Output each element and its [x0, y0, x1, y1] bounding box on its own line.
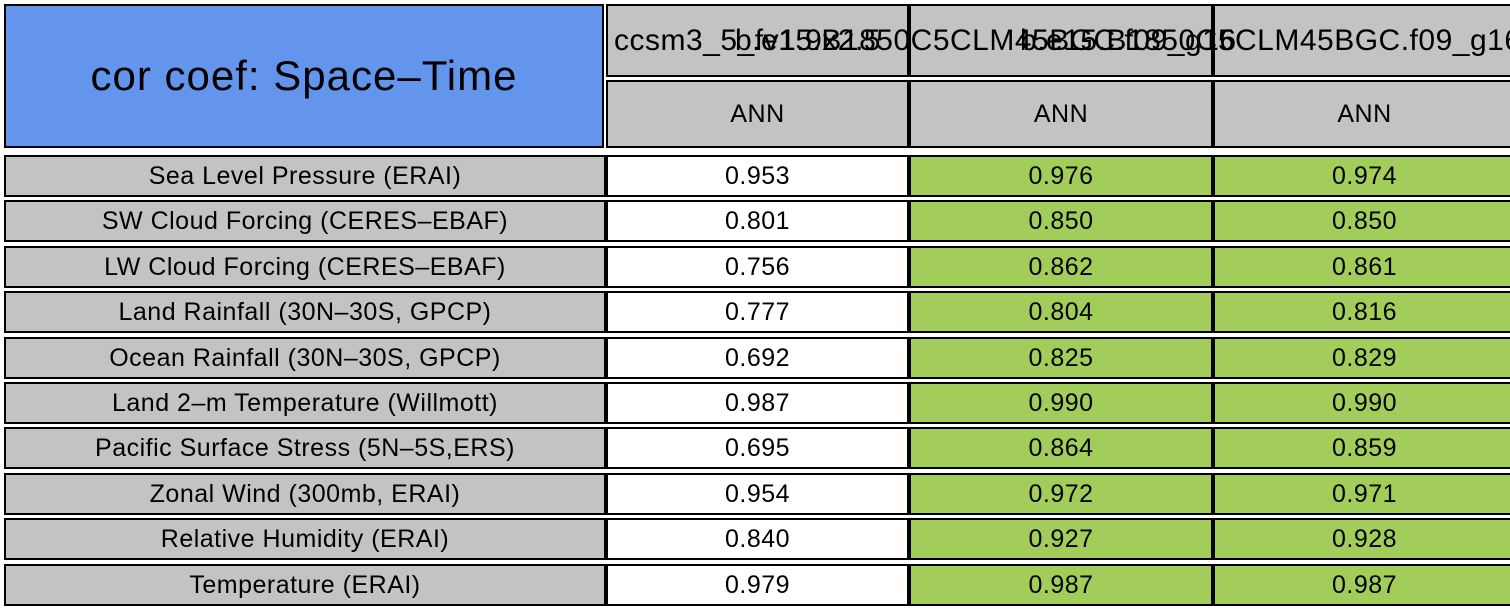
- table-row: Zonal Wind (300mb, ERAI) 0.954 0.972 0.9…: [0, 473, 1510, 515]
- value-cell: 0.979: [606, 564, 909, 606]
- header-cell-season-3: ANN: [1213, 80, 1510, 148]
- value-cell: 0.816: [1213, 291, 1510, 333]
- value-cell: 0.859: [1213, 427, 1510, 469]
- value-cell: 0.987: [1213, 564, 1510, 606]
- value-cell: 0.801: [606, 200, 909, 242]
- value-cell: 0.850: [1213, 200, 1510, 242]
- row-label: Ocean Rainfall (30N–30S, GPCP): [4, 337, 606, 379]
- table-title: cor coef: Space–Time: [90, 52, 518, 99]
- value-cell: 0.971: [1213, 473, 1510, 515]
- table-row: Ocean Rainfall (30N–30S, GPCP) 0.692 0.8…: [0, 337, 1510, 379]
- table-row: SW Cloud Forcing (CERES–EBAF) 0.801 0.85…: [0, 200, 1510, 242]
- value-cell: 0.840: [606, 518, 909, 560]
- header-cell-model-2: [909, 4, 1213, 77]
- row-label: Zonal Wind (300mb, ERAI): [4, 473, 606, 515]
- value-cell: 0.756: [606, 246, 909, 288]
- row-label: Pacific Surface Stress (5N–5S,ERS): [4, 427, 606, 469]
- table-row: Temperature (ERAI) 0.979 0.987 0.987: [0, 564, 1510, 606]
- row-label: Relative Humidity (ERAI): [4, 518, 606, 560]
- value-cell: 0.972: [909, 473, 1213, 515]
- row-label: SW Cloud Forcing (CERES–EBAF): [4, 200, 606, 242]
- value-cell: 0.829: [1213, 337, 1510, 379]
- table-row: Land 2–m Temperature (Willmott) 0.987 0.…: [0, 382, 1510, 424]
- value-cell: 0.976: [909, 155, 1213, 197]
- value-cell: 0.850: [909, 200, 1213, 242]
- table-row: Land Rainfall (30N–30S, GPCP) 0.777 0.80…: [0, 291, 1510, 333]
- row-label: Sea Level Pressure (ERAI): [4, 155, 606, 197]
- header-cell-model-1: [606, 4, 909, 77]
- row-label: Temperature (ERAI): [4, 564, 606, 606]
- value-cell: 0.864: [909, 427, 1213, 469]
- value-cell: 0.862: [909, 246, 1213, 288]
- table-row: Pacific Surface Stress (5N–5S,ERS) 0.695…: [0, 427, 1510, 469]
- table-row: LW Cloud Forcing (CERES–EBAF) 0.756 0.86…: [0, 246, 1510, 288]
- header-cell-model-3: [1213, 4, 1510, 77]
- value-cell: 0.987: [909, 564, 1213, 606]
- value-cell: 0.861: [1213, 246, 1510, 288]
- row-label: LW Cloud Forcing (CERES–EBAF): [4, 246, 606, 288]
- value-cell: 0.804: [909, 291, 1213, 333]
- header-cell-season-2: ANN: [909, 80, 1213, 148]
- value-cell: 0.927: [909, 518, 1213, 560]
- value-cell: 0.990: [1213, 382, 1510, 424]
- value-cell: 0.953: [606, 155, 909, 197]
- table-row: Relative Humidity (ERAI) 0.840 0.927 0.9…: [0, 518, 1510, 560]
- value-cell: 0.987: [606, 382, 909, 424]
- table-title-cell: cor coef: Space–Time: [4, 4, 604, 148]
- value-cell: 0.974: [1213, 155, 1510, 197]
- value-cell: 0.990: [909, 382, 1213, 424]
- row-label: Land 2–m Temperature (Willmott): [4, 382, 606, 424]
- value-cell: 0.928: [1213, 518, 1510, 560]
- table-row: Sea Level Pressure (ERAI) 0.953 0.976 0.…: [0, 155, 1510, 197]
- row-label: Land Rainfall (30N–30S, GPCP): [4, 291, 606, 333]
- value-cell: 0.692: [606, 337, 909, 379]
- value-cell: 0.777: [606, 291, 909, 333]
- value-cell: 0.954: [606, 473, 909, 515]
- value-cell: 0.695: [606, 427, 909, 469]
- header-cell-season-1: ANN: [606, 80, 909, 148]
- value-cell: 0.825: [909, 337, 1213, 379]
